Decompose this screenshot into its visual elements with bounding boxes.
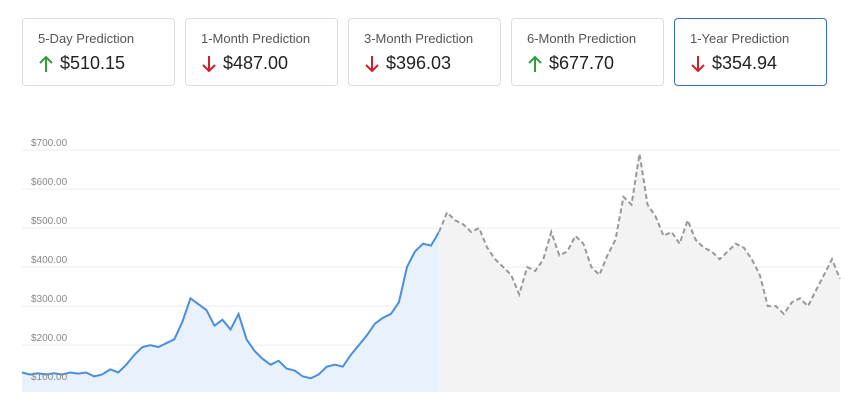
card-value: $510.15 [60,53,126,73]
y-tick-label: $500.00 [31,216,68,227]
y-tick-label: $300.00 [31,294,68,305]
y-tick-label: $200.00 [31,333,68,344]
card-label: 6-Month Prediction [527,31,637,46]
card-value: $677.70 [549,53,615,73]
down-arrow [202,55,216,72]
area [439,153,840,392]
card-value: $487.00 [223,53,289,73]
card-label: 1-Month Prediction [201,31,311,46]
card-value: $354.94 [712,53,778,73]
line [21,231,440,380]
up-arrow [39,55,53,72]
prediction-card[interactable]: 3-Month Prediction $396.03 [348,18,501,86]
down-arrow [365,55,379,72]
card-label: 5-Day Prediction [38,31,135,46]
prediction-card[interactable]: 6-Month Prediction $677.70 [511,18,664,86]
prediction-card[interactable]: 1-Year Prediction $354.94 [674,18,827,86]
down-arrow [691,55,705,72]
area [22,231,440,392]
prediction-card[interactable]: 1-Month Prediction $487.00 [185,18,338,86]
prediction-cards: 5-Day Prediction $510.15 1-Month Predict… [22,18,827,86]
y-tick-label: $100.00 [31,372,68,383]
prediction-card[interactable]: 5-Day Prediction $510.15 [22,18,175,86]
card-label: 3-Month Prediction [364,31,474,46]
up-arrow [528,55,542,72]
card-label: 1-Year Prediction [690,31,790,46]
y-tick-label: $400.00 [31,255,68,266]
y-tick-label: $600.00 [31,177,68,188]
card-value: $396.03 [386,53,452,73]
y-tick-label: $700.00 [31,138,68,149]
